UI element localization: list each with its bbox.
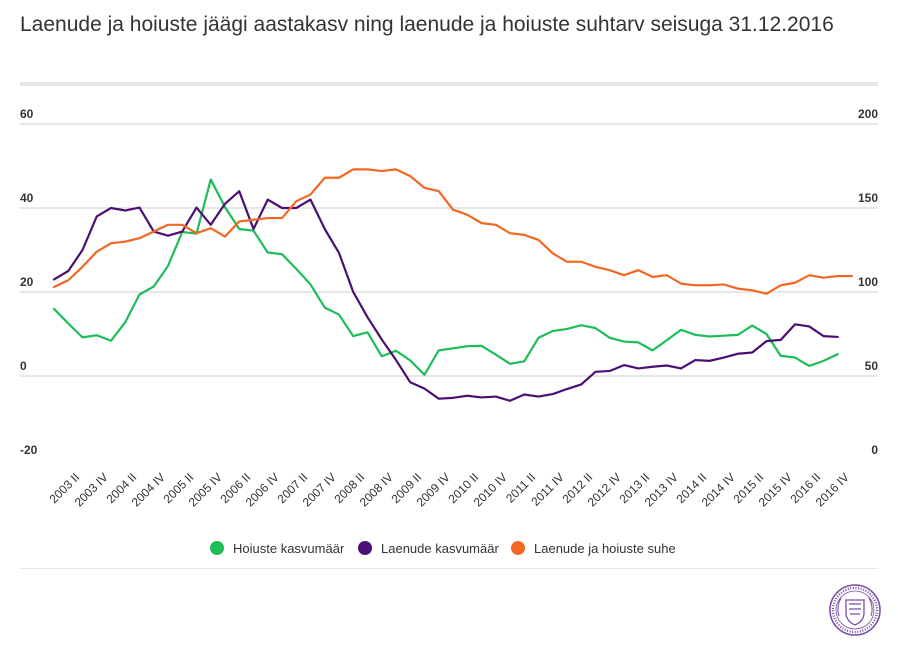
chart-series xyxy=(52,168,854,402)
legend-swatch-orange-icon xyxy=(511,541,525,555)
chart-gridlines xyxy=(20,123,878,377)
chart-legend: Hoiuste kasvumäär Laenude kasvumäär Laen… xyxy=(0,537,898,559)
left-axis-tick-label: 20 xyxy=(20,275,34,289)
legend-label: Hoiuste kasvumäär xyxy=(233,540,345,556)
legend-label: Laenude ja hoiuste suhe xyxy=(534,540,676,556)
left-axis-tick-label: 40 xyxy=(20,191,34,205)
left-axis-ticks: 60 40 20 0 -20 xyxy=(20,107,38,457)
legend-item-suhe[interactable]: Laenude ja hoiuste suhe xyxy=(511,537,676,559)
series-line-laenude-kasvumäär xyxy=(52,190,839,402)
right-axis-tick-label: 0 xyxy=(871,443,878,457)
left-axis-tick-label: -20 xyxy=(20,443,38,457)
left-axis-tick-label: 60 xyxy=(20,107,34,121)
legend-swatch-purple-icon xyxy=(358,541,372,555)
legend-item-laenude[interactable]: Laenude kasvumäär xyxy=(358,537,499,559)
right-axis-tick-label: 50 xyxy=(865,359,879,373)
right-axis-ticks: 200 150 100 50 0 xyxy=(858,107,878,457)
footer-divider xyxy=(20,568,878,569)
chart-title: Laenude ja hoiuste jäägi aastakasv ning … xyxy=(20,13,834,36)
left-axis-tick-label: 0 xyxy=(20,359,27,373)
legend-item-hoiuste[interactable]: Hoiuste kasvumäär xyxy=(210,537,344,559)
right-axis-tick-label: 100 xyxy=(858,275,878,289)
title-divider xyxy=(20,82,878,86)
series-line-laenude-ja-hoiuste-suhe xyxy=(52,168,854,295)
legend-swatch-green-icon xyxy=(210,541,224,555)
series-line-hoiuste-kasvumäär xyxy=(52,178,839,376)
legend-label: Laenude kasvumäär xyxy=(381,540,499,556)
eesti-pank-seal-icon xyxy=(829,584,881,636)
right-axis-tick-label: 150 xyxy=(858,191,878,205)
right-axis-tick-label: 200 xyxy=(858,107,878,121)
